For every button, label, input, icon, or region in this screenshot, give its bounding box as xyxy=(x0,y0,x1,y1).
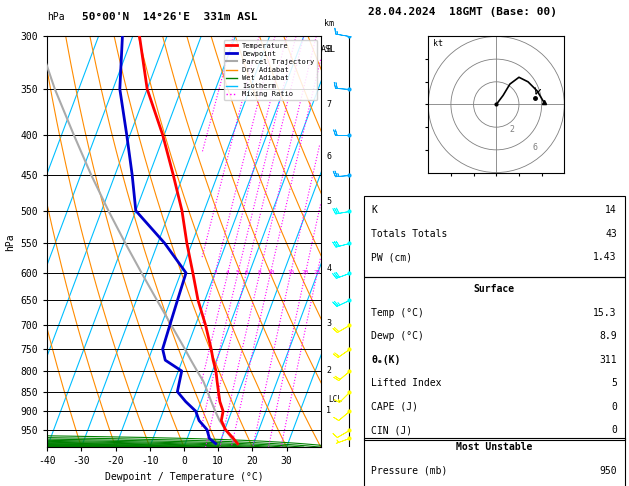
Text: 15.3: 15.3 xyxy=(593,308,617,318)
Text: 0: 0 xyxy=(611,425,617,435)
Text: 6: 6 xyxy=(326,152,331,160)
Text: 8: 8 xyxy=(258,270,262,276)
Text: 10: 10 xyxy=(267,270,274,276)
Text: Most Unstable: Most Unstable xyxy=(456,442,532,452)
Text: 5: 5 xyxy=(611,378,617,388)
Text: K: K xyxy=(371,205,377,215)
Text: θₑ(K): θₑ(K) xyxy=(371,355,401,364)
Text: 4: 4 xyxy=(326,264,331,273)
Text: 25: 25 xyxy=(313,270,321,276)
Text: Pressure (mb): Pressure (mb) xyxy=(371,466,448,476)
Text: 43: 43 xyxy=(605,228,617,239)
Text: CIN (J): CIN (J) xyxy=(371,425,413,435)
Text: Lifted Index: Lifted Index xyxy=(371,378,442,388)
Text: 5: 5 xyxy=(326,197,331,206)
Text: Dewp (°C): Dewp (°C) xyxy=(371,331,425,341)
Text: 0: 0 xyxy=(611,402,617,412)
Text: 311: 311 xyxy=(599,355,617,364)
Bar xyxy=(364,278,625,440)
Text: 8.9: 8.9 xyxy=(599,331,617,341)
Text: 3: 3 xyxy=(213,270,217,276)
Text: kt: kt xyxy=(433,38,443,48)
Text: Totals Totals: Totals Totals xyxy=(371,228,448,239)
Text: ASL: ASL xyxy=(321,45,336,53)
Text: km: km xyxy=(324,19,333,28)
Text: 6: 6 xyxy=(533,143,538,152)
Bar xyxy=(364,438,625,486)
Y-axis label: hPa: hPa xyxy=(5,233,15,251)
Text: hPa: hPa xyxy=(47,12,65,22)
Legend: Temperature, Dewpoint, Parcel Trajectory, Dry Adiabat, Wet Adiabat, Isotherm, Mi: Temperature, Dewpoint, Parcel Trajectory… xyxy=(223,40,317,100)
Text: 14: 14 xyxy=(605,205,617,215)
Text: 50°00'N  14°26'E  331m ASL: 50°00'N 14°26'E 331m ASL xyxy=(82,12,257,22)
Text: 6: 6 xyxy=(245,270,248,276)
Text: 7: 7 xyxy=(326,100,331,109)
Text: 15: 15 xyxy=(287,270,294,276)
Text: 5: 5 xyxy=(236,270,240,276)
Text: 8: 8 xyxy=(326,45,331,54)
Text: LCL: LCL xyxy=(329,395,343,404)
X-axis label: Dewpoint / Temperature (°C): Dewpoint / Temperature (°C) xyxy=(104,472,264,482)
Text: CAPE (J): CAPE (J) xyxy=(371,402,418,412)
Bar xyxy=(364,196,625,278)
Text: 20: 20 xyxy=(302,270,309,276)
Text: 4: 4 xyxy=(226,270,230,276)
Text: 2: 2 xyxy=(510,125,515,134)
Text: Surface: Surface xyxy=(474,284,515,294)
Text: 3: 3 xyxy=(326,319,331,328)
Text: 1: 1 xyxy=(326,406,331,416)
Text: 28.04.2024  18GMT (Base: 00): 28.04.2024 18GMT (Base: 00) xyxy=(368,7,557,17)
Text: 1.43: 1.43 xyxy=(593,252,617,262)
Text: 950: 950 xyxy=(599,466,617,476)
Text: PW (cm): PW (cm) xyxy=(371,252,413,262)
Text: 2: 2 xyxy=(326,365,331,375)
Text: Temp (°C): Temp (°C) xyxy=(371,308,425,318)
